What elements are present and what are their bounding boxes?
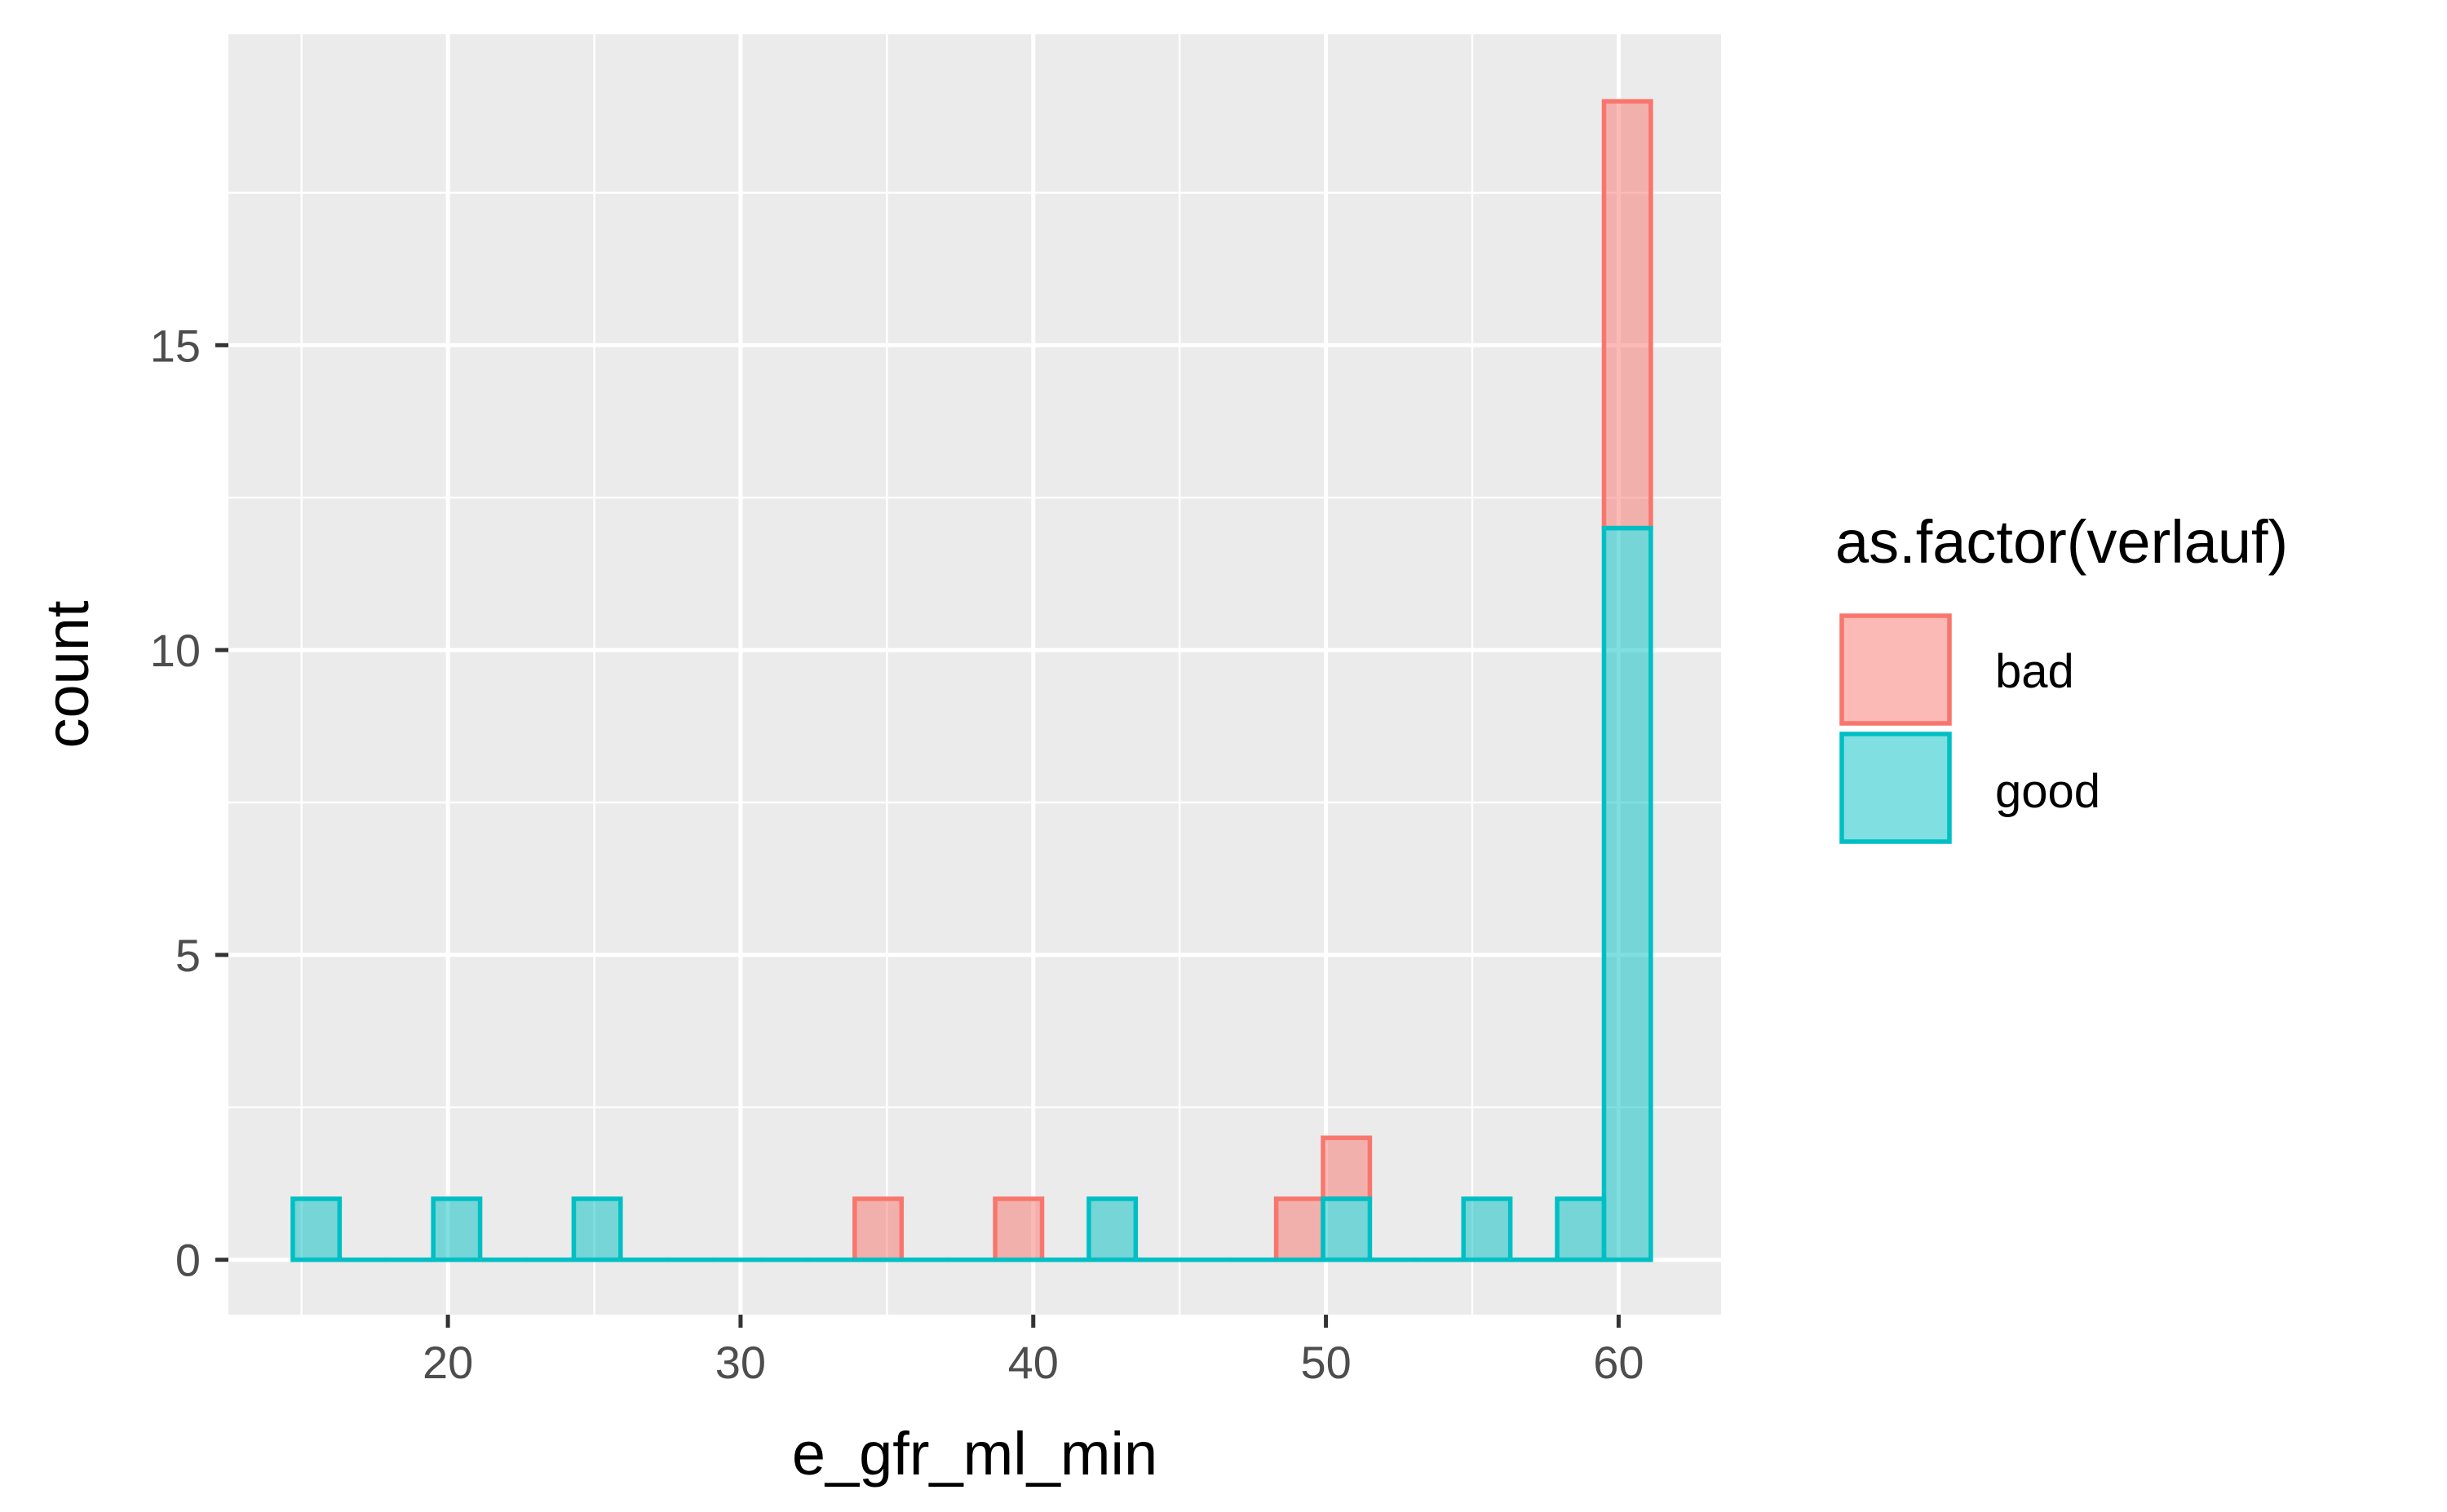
- bar-good: [1321, 1196, 1373, 1262]
- x-tick-label: 20: [423, 1337, 473, 1388]
- x-axis-title: e_gfr_ml_min: [792, 1420, 1157, 1488]
- bar-good: [1461, 1196, 1513, 1262]
- bar-good: [571, 1196, 623, 1262]
- x-tick-label: 40: [1008, 1337, 1059, 1388]
- y-tick-label: 10: [150, 625, 201, 676]
- x-tick-label: 50: [1300, 1337, 1351, 1388]
- y-tick-label: 0: [175, 1235, 201, 1286]
- bars-bad: [852, 99, 1653, 1262]
- bar-bad: [852, 1196, 905, 1262]
- legend-key-bad: [1839, 613, 1952, 726]
- bar-bad: [1321, 1135, 1373, 1201]
- legend-key-good: [1839, 732, 1952, 844]
- legend-label-bad: bad: [1995, 645, 2074, 698]
- bar-good: [431, 1196, 483, 1262]
- bar-good: [1086, 1196, 1139, 1262]
- bars-good: [290, 525, 1653, 1262]
- bar-good: [290, 1196, 343, 1262]
- bar-bad: [1273, 1196, 1325, 1262]
- y-tick-label: 5: [175, 930, 201, 981]
- x-axis: 20 30 40 50 60: [423, 1315, 1644, 1388]
- bar-good: [1601, 525, 1653, 1262]
- legend: as.factor(verlauf) bad good: [1835, 508, 2288, 844]
- x-tick-label: 60: [1593, 1337, 1644, 1388]
- bar-bad: [993, 1196, 1045, 1262]
- grid-minor: [228, 34, 1721, 1315]
- bar-bad: [1601, 99, 1653, 531]
- plot-panel: [228, 34, 1721, 1315]
- y-axis-title: count: [33, 600, 101, 748]
- legend-label-good: good: [1995, 765, 2100, 818]
- legend-title: as.factor(verlauf): [1835, 508, 2288, 576]
- y-axis: 0 5 10 15: [150, 320, 228, 1286]
- y-tick-label: 15: [150, 320, 201, 371]
- x-tick-label: 30: [715, 1337, 766, 1388]
- bar-good: [1555, 1196, 1607, 1262]
